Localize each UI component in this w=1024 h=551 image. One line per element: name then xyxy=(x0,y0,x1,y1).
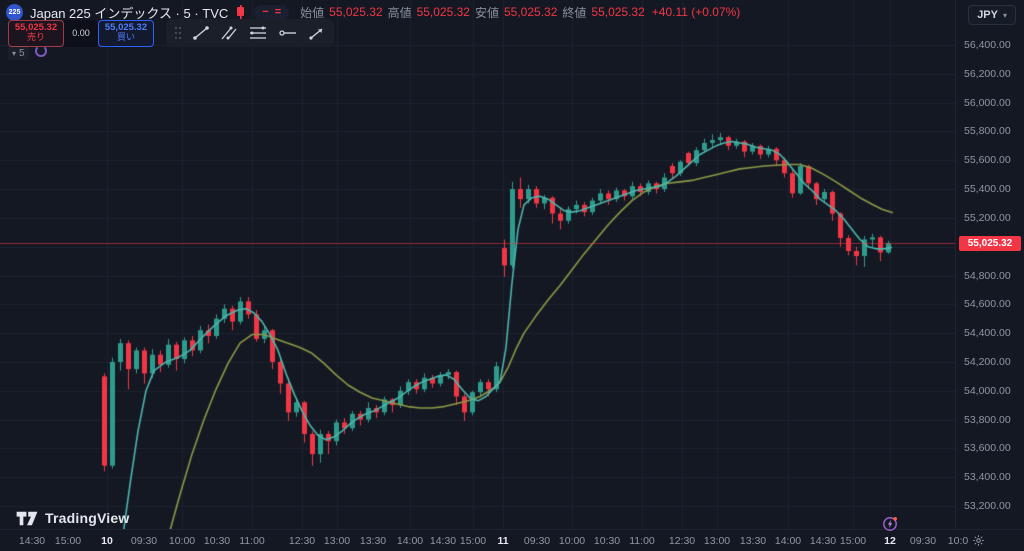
tradingview-logo[interactable]: TradingView xyxy=(16,510,129,526)
interval-label: 5 xyxy=(19,47,25,59)
time-tick-label: 12:30 xyxy=(668,535,696,547)
sell-button[interactable]: 55,025.32 売り xyxy=(8,19,64,47)
quick-actions-pill: − = xyxy=(254,4,290,20)
price-tick-label: 56,200.00 xyxy=(964,67,1011,80)
high-value: 55,025.32 xyxy=(416,5,470,19)
time-tick-label: 11:00 xyxy=(629,535,655,547)
session-flash-icon[interactable] xyxy=(882,516,898,532)
time-tick-label: 13:00 xyxy=(323,535,351,547)
drag-handle-icon[interactable] xyxy=(174,26,182,40)
time-axis[interactable]: 14:30 15:00 10 09:30 10:00 10:30 11:00 12:30 13:… xyxy=(0,529,1024,551)
time-tick-label: 09:30 xyxy=(130,535,158,547)
arrow-tool-icon[interactable] xyxy=(308,25,326,41)
current-price-label: 55,025.32 xyxy=(959,236,1021,252)
price-tick-label: 53,600.00 xyxy=(964,442,1011,455)
time-tick-label: 09:30 xyxy=(909,535,937,547)
time-tick-label: 14:00 xyxy=(774,535,802,547)
time-tick-label: 10:0 xyxy=(947,535,969,547)
time-tick-label: 15:00 xyxy=(54,535,82,547)
tradingview-wordmark: TradingView xyxy=(45,510,130,526)
price-tick-label: 56,000.00 xyxy=(964,96,1011,109)
open-label: 始値 xyxy=(300,5,325,20)
price-tick-label: 54,400.00 xyxy=(964,327,1011,340)
trend-line-tool-icon[interactable] xyxy=(192,25,210,41)
time-tick-label: 14:00 xyxy=(396,535,424,547)
price-tick-label: 54,000.00 xyxy=(964,384,1011,397)
time-tick-label: 14:30 xyxy=(429,535,457,547)
time-tick-label: 10:00 xyxy=(168,535,196,547)
open-value: 55,025.32 xyxy=(329,5,383,19)
lines-icon[interactable]: = xyxy=(274,5,282,18)
minus-icon[interactable]: − xyxy=(262,5,269,18)
time-tick-label: 10 xyxy=(101,535,113,547)
time-tick-label: 10:30 xyxy=(203,535,231,547)
time-tick-label: 14:30 xyxy=(809,535,837,547)
price-tick-label: 54,200.00 xyxy=(964,355,1011,368)
price-tick-label: 55,400.00 xyxy=(964,183,1011,196)
price-tick-label: 53,200.00 xyxy=(964,500,1011,512)
close-value: 55,025.32 xyxy=(591,5,645,19)
time-tick-label: 10:30 xyxy=(593,535,621,547)
price-tick-label: 53,800.00 xyxy=(964,413,1011,426)
high-label: 高値 xyxy=(387,5,412,20)
price-tick-label: 53,400.00 xyxy=(964,471,1011,484)
price-tick-label: 55,800.00 xyxy=(964,125,1011,138)
close-label: 終値 xyxy=(562,5,587,20)
time-tick-label: 11 xyxy=(497,535,509,547)
spread-value: 0.00 xyxy=(64,19,98,47)
buy-button[interactable]: 55,025.32 買い xyxy=(98,19,154,47)
price-tick-label: 54,800.00 xyxy=(964,269,1011,282)
tradingview-glyph-icon xyxy=(16,511,38,525)
legend-collapse-chip[interactable]: ▾ 5 xyxy=(8,46,29,60)
chevron-down-icon: ▾ xyxy=(12,48,17,58)
ohlc-values: 始値 55,025.32 高値 55,025.32 安値 55,025.32 終… xyxy=(300,4,645,21)
symbol-logo[interactable]: 225 xyxy=(6,3,23,21)
price-tick-label: 55,600.00 xyxy=(964,154,1011,167)
price-tick-label: 55,200.00 xyxy=(964,211,1011,224)
time-tick-label: 14:30 xyxy=(18,535,46,547)
currency-selector[interactable]: JPY ▾ xyxy=(968,5,1016,25)
low-value: 55,025.32 xyxy=(503,5,558,19)
time-tick-label: 10:00 xyxy=(558,535,586,547)
trade-panel: 55,025.32 売り 0.00 55,025.32 買い xyxy=(8,19,334,47)
drawing-toolbar xyxy=(166,19,334,47)
time-tick-label: 12:30 xyxy=(288,535,316,547)
fib-retracement-tool-icon[interactable] xyxy=(248,25,268,41)
gear-icon[interactable] xyxy=(972,534,985,547)
chart-type-candle-icon[interactable] xyxy=(235,5,247,19)
horizontal-ray-tool-icon[interactable] xyxy=(278,25,298,41)
parallel-channel-tool-icon[interactable] xyxy=(220,25,238,41)
currency-label: JPY xyxy=(977,9,998,21)
price-tick-label: 54,600.00 xyxy=(964,298,1011,311)
chevron-down-icon: ▾ xyxy=(1002,10,1007,20)
time-tick-label: 13:30 xyxy=(359,535,387,547)
time-tick-label: 13:30 xyxy=(739,535,767,547)
time-tick-label: 15:00 xyxy=(459,535,487,547)
symbol-header: 225 Japan 225 インデックス · 5 · TVC − = 始値 55… xyxy=(6,3,740,21)
time-tick-label: 09:30 xyxy=(523,535,551,547)
indicator-loading-spinner-icon xyxy=(35,45,47,57)
time-tick-label: 12 xyxy=(884,535,896,547)
time-tick-label: 13:00 xyxy=(703,535,731,547)
time-tick-label: 11:00 xyxy=(239,535,265,547)
time-tick-label: 15:00 xyxy=(839,535,867,547)
low-label: 安値 xyxy=(474,5,499,20)
price-axis[interactable]: 56,400.00 56,200.00 56,000.00 55,800.00 55,6… xyxy=(955,0,1024,529)
change-value: +40.11 (+0.07%) xyxy=(651,5,741,19)
price-tick-label: 56,400.00 xyxy=(964,39,1011,51)
symbol-title[interactable]: Japan 225 インデックス · 5 · TVC xyxy=(30,5,229,21)
